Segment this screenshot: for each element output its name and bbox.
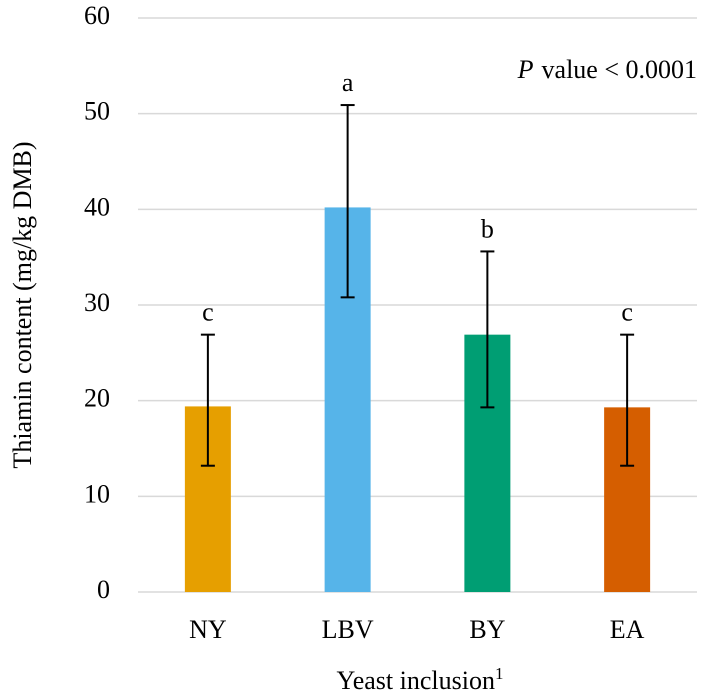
x-axis-title: Yeast inclusion1 <box>337 664 504 695</box>
x-tick-label: EA <box>610 615 645 644</box>
x-axis-title-superscript: 1 <box>495 664 504 683</box>
y-tick-label: 40 <box>84 192 110 221</box>
significance-letter: a <box>342 68 354 97</box>
significance-letter: c <box>202 298 214 327</box>
x-tick-label: BY <box>469 615 505 644</box>
significance-letter: b <box>481 214 494 243</box>
x-tick-label: NY <box>189 615 227 644</box>
y-tick-label: 0 <box>97 575 110 604</box>
x-axis-title-text: Yeast inclusion <box>337 666 495 695</box>
y-axis-title: Thiamin content (mg/kg DMB) <box>8 141 37 468</box>
x-tick-label: LBV <box>322 615 374 644</box>
annotation-text: value < 0.0001 <box>542 55 697 84</box>
annotation-italic: P <box>517 55 534 84</box>
y-tick-label: 10 <box>84 479 110 508</box>
y-tick-label: 20 <box>84 384 110 413</box>
y-tick-label: 50 <box>84 97 110 126</box>
y-tick-label: 30 <box>84 288 110 317</box>
significance-letter: c <box>621 298 633 327</box>
y-tick-label: 60 <box>84 1 110 30</box>
